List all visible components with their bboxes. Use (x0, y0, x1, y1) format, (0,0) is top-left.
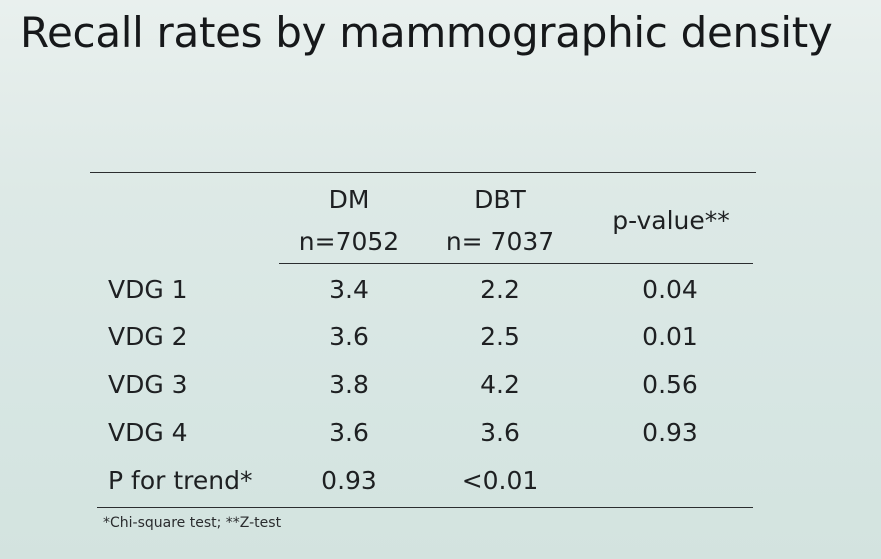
header-dm-name: DM (328, 185, 370, 214)
row-vdg1-pvalue: 0.04 (642, 275, 698, 304)
row-vdg3-dm: 3.8 (329, 370, 369, 399)
table-top-rule (90, 172, 756, 173)
row-vdg2-pvalue: 0.01 (642, 322, 698, 351)
header-underline-rule (279, 263, 753, 264)
row-label-vdg4: VDG 4 (108, 418, 188, 447)
row-label-vdg1: VDG 1 (108, 275, 188, 304)
header-dm-n: n=7052 (298, 227, 400, 256)
row-label-trend: P for trend* (108, 466, 253, 495)
row-trend-dm: 0.93 (321, 466, 377, 495)
header-pvalue: p-value** (612, 206, 730, 235)
row-vdg1-dm: 3.4 (329, 275, 369, 304)
row-vdg1-dbt: 2.2 (480, 275, 520, 304)
table-footnote: *Chi-square test; **Z-test (103, 515, 282, 531)
row-vdg4-dm: 3.6 (329, 418, 369, 447)
row-vdg3-pvalue: 0.56 (642, 370, 698, 399)
row-trend-dbt: <0.01 (461, 466, 539, 495)
row-vdg3-dbt: 4.2 (480, 370, 520, 399)
row-label-vdg3: VDG 3 (108, 370, 188, 399)
header-dbt-n: n= 7037 (445, 227, 555, 256)
table-bottom-rule (97, 507, 753, 508)
row-vdg2-dbt: 2.5 (480, 322, 520, 351)
header-dbt-name: DBT (474, 185, 526, 214)
row-vdg4-dbt: 3.6 (480, 418, 520, 447)
row-label-vdg2: VDG 2 (108, 322, 188, 351)
slide-title: Recall rates by mammographic density (20, 8, 833, 57)
row-vdg2-dm: 3.6 (329, 322, 369, 351)
row-vdg4-pvalue: 0.93 (642, 418, 698, 447)
